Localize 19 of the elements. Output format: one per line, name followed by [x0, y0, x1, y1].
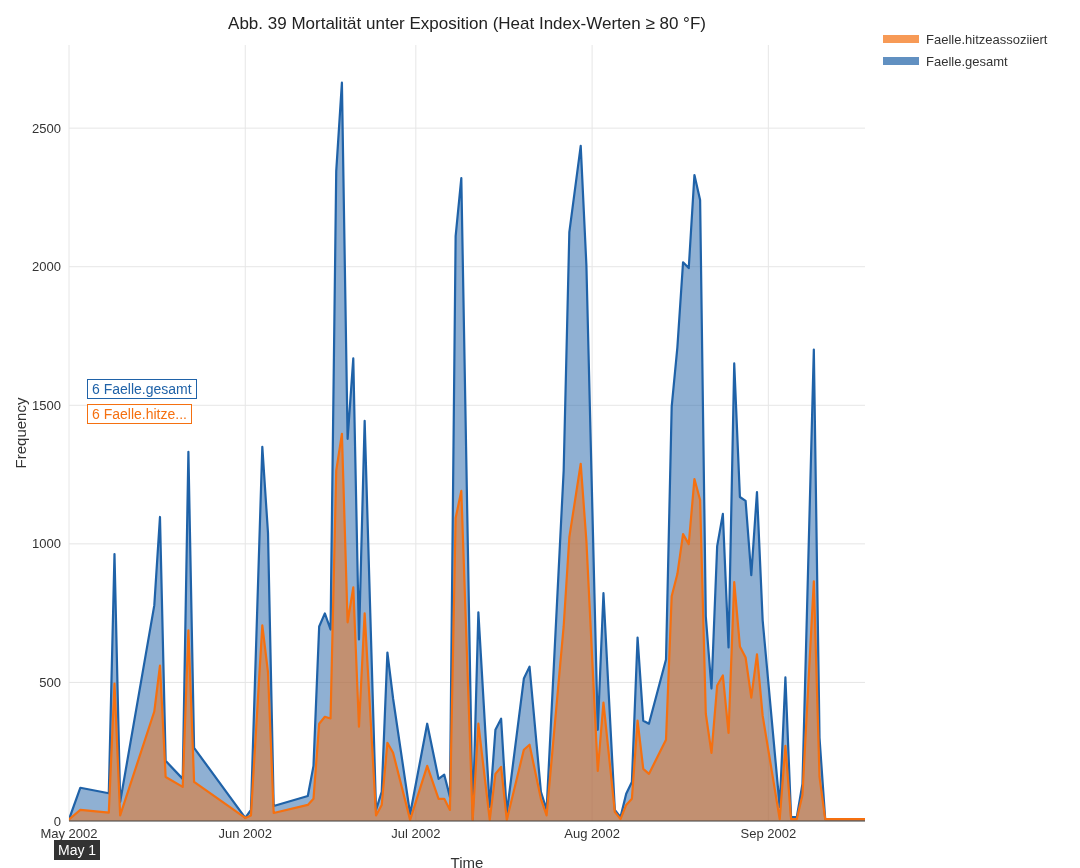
chart-title: Abb. 39 Mortalität unter Exposition (Heat Index-Werten ≥ 80 °F) [227, 14, 707, 34]
annotation: 6 Faelle.gesamt [87, 378, 197, 399]
y-tick-label: 1500 [32, 397, 61, 413]
x-tick-label: Aug 2002 [564, 826, 620, 842]
annotation: 6 Faelle.hitze... [87, 403, 192, 424]
y-tick-label: 2000 [32, 259, 61, 275]
legend-label: Faelle.hitzeassoziiert [926, 31, 1048, 47]
x-axis-title: Time [450, 854, 484, 868]
x-tick-label: Jun 2002 [218, 826, 273, 842]
y-tick-label: 0 [53, 813, 61, 829]
y-tick-label: 2500 [32, 120, 61, 136]
x-tick-label: May 2002 [40, 826, 98, 842]
legend-label: Faelle.gesamt [926, 53, 1008, 69]
y-tick-label: 1000 [32, 536, 61, 552]
text: May 1 [54, 840, 101, 860]
y-axis-title: Frequency [11, 397, 29, 469]
y-tick-label: 500 [39, 675, 61, 691]
x-tick-label: Sep 2002 [740, 826, 797, 842]
x-tick-label: Jul 2002 [391, 826, 441, 842]
